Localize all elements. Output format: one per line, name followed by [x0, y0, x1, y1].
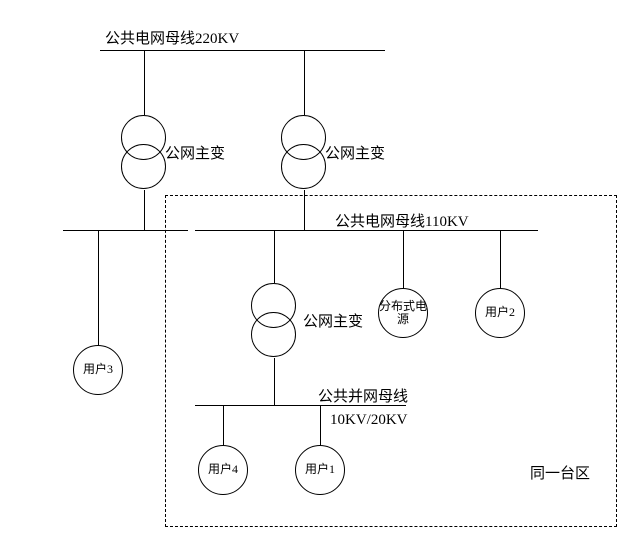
label-bus220: 公共电网母线220KV: [105, 27, 239, 48]
feeder-f_220_l: [144, 50, 145, 115]
feeder-f_10_u4: [223, 405, 224, 445]
feeder-f_110_2: [500, 230, 501, 288]
label-bus110: 公共电网母线110KV: [335, 210, 469, 231]
label-bus10: 公共并网母线: [318, 385, 408, 406]
feeder-f_110_t: [274, 230, 275, 283]
node-dg: 分布式电源: [378, 288, 428, 338]
feeder-f_tR_dn: [304, 190, 305, 230]
feeder-f_220_r: [304, 50, 305, 115]
feeder-f_bL_u3: [98, 230, 99, 345]
node-label-user4: 用户4: [208, 463, 238, 476]
transformer-t_left: [121, 115, 166, 189]
feeder-f_tL_dn: [144, 190, 145, 230]
node-label-user2: 用户2: [485, 306, 515, 319]
label-xfmr_right: 公网主变: [325, 142, 385, 163]
label-xfmr_mid: 公网主变: [303, 310, 363, 331]
transformer-t_mid: [251, 283, 296, 357]
feeder-f_tM_dn: [274, 358, 275, 405]
node-user3: 用户3: [73, 345, 123, 395]
transformer-t_right: [281, 115, 326, 189]
feeder-f_10_u1: [320, 405, 321, 445]
bus-bL: [63, 230, 188, 231]
bus-b220: [100, 50, 385, 51]
node-user2: 用户2: [475, 288, 525, 338]
feeder-f_110_d: [403, 230, 404, 288]
node-user4: 用户4: [198, 445, 248, 495]
label-xfmr_left: 公网主变: [165, 142, 225, 163]
label-zone: 同一台区: [530, 462, 590, 483]
node-label-dg: 分布式电源: [379, 300, 427, 326]
node-user1: 用户1: [295, 445, 345, 495]
label-bus10v: 10KV/20KV: [330, 412, 408, 429]
diagram-canvas: 用户3用户2分布式电源用户4用户1公共电网母线220KV公网主变公网主变公共电网…: [0, 0, 640, 545]
node-label-user1: 用户1: [305, 463, 335, 476]
node-label-user3: 用户3: [83, 363, 113, 376]
